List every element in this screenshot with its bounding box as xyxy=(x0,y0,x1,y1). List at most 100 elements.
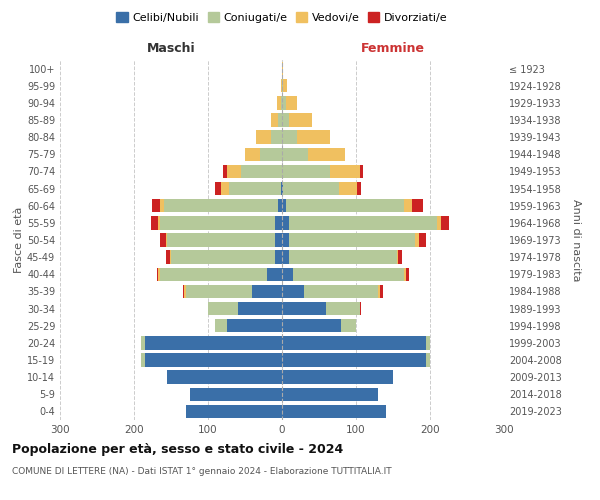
Bar xyxy=(282,216,289,230)
Bar xyxy=(152,199,160,212)
Bar xyxy=(281,96,282,110)
Text: COMUNE DI LETTERE (NA) - Dati ISTAT 1° gennaio 2024 - Elaborazione TUTTITALIA.IT: COMUNE DI LETTERE (NA) - Dati ISTAT 1° g… xyxy=(12,468,392,476)
Bar xyxy=(166,250,170,264)
Bar xyxy=(441,216,449,230)
Bar xyxy=(190,388,282,401)
Bar xyxy=(151,216,158,230)
Bar xyxy=(282,370,393,384)
Bar xyxy=(339,182,358,196)
Bar xyxy=(415,234,419,246)
Bar xyxy=(406,268,409,281)
Bar xyxy=(170,250,171,264)
Bar xyxy=(227,319,282,332)
Bar xyxy=(397,250,398,264)
Bar xyxy=(278,114,282,126)
Bar xyxy=(297,130,330,144)
Bar xyxy=(282,268,293,281)
Bar xyxy=(282,336,426,349)
Bar xyxy=(275,234,282,246)
Bar xyxy=(253,284,282,298)
Bar xyxy=(221,182,229,196)
Bar xyxy=(286,96,297,110)
Bar xyxy=(267,268,282,281)
Bar xyxy=(215,182,221,196)
Bar xyxy=(282,148,308,161)
Bar xyxy=(277,96,281,110)
Bar xyxy=(167,234,275,246)
Bar xyxy=(215,319,227,332)
Bar xyxy=(293,268,404,281)
Bar xyxy=(282,319,341,332)
Bar xyxy=(283,79,287,92)
Bar xyxy=(223,164,227,178)
Bar xyxy=(241,164,282,178)
Bar xyxy=(398,250,402,264)
Bar xyxy=(145,336,282,349)
Y-axis label: Fasce di età: Fasce di età xyxy=(14,207,24,273)
Bar xyxy=(186,404,282,418)
Bar xyxy=(330,164,360,178)
Bar xyxy=(358,182,361,196)
Bar xyxy=(160,268,267,281)
Bar xyxy=(281,182,282,196)
Bar xyxy=(289,114,311,126)
Bar xyxy=(360,164,364,178)
Bar xyxy=(275,216,282,230)
Bar xyxy=(260,148,282,161)
Bar xyxy=(158,216,160,230)
Bar xyxy=(184,284,186,298)
Bar xyxy=(183,284,184,298)
Bar xyxy=(378,284,380,298)
Bar xyxy=(278,199,282,212)
Bar xyxy=(404,268,406,281)
Bar xyxy=(271,130,282,144)
Bar xyxy=(238,302,282,316)
Bar xyxy=(282,302,326,316)
Bar xyxy=(227,164,241,178)
Bar xyxy=(142,336,145,349)
Bar xyxy=(282,114,289,126)
Bar xyxy=(289,250,397,264)
Bar xyxy=(160,199,164,212)
Bar xyxy=(142,354,145,366)
Bar xyxy=(281,79,282,92)
Bar xyxy=(282,164,330,178)
Bar xyxy=(186,284,253,298)
Bar xyxy=(286,199,404,212)
Bar xyxy=(380,284,383,298)
Bar xyxy=(229,182,281,196)
Bar xyxy=(256,130,271,144)
Bar xyxy=(171,250,275,264)
Bar xyxy=(282,199,286,212)
Bar xyxy=(158,268,160,281)
Bar xyxy=(160,216,275,230)
Text: Popolazione per età, sesso e stato civile - 2024: Popolazione per età, sesso e stato civil… xyxy=(12,442,343,456)
Bar xyxy=(282,62,283,76)
Bar xyxy=(326,302,360,316)
Bar xyxy=(282,96,286,110)
Bar xyxy=(426,354,430,366)
Bar xyxy=(289,234,415,246)
Bar xyxy=(304,284,378,298)
Bar xyxy=(282,284,304,298)
Bar xyxy=(282,388,378,401)
Legend: Celibi/Nubili, Coniugati/e, Vedovi/e, Divorziati/e: Celibi/Nubili, Coniugati/e, Vedovi/e, Di… xyxy=(112,8,452,28)
Text: Femmine: Femmine xyxy=(361,42,425,55)
Bar xyxy=(167,370,282,384)
Bar xyxy=(282,182,283,196)
Bar xyxy=(289,216,437,230)
Bar xyxy=(426,336,430,349)
Bar xyxy=(282,404,386,418)
Bar xyxy=(271,114,278,126)
Y-axis label: Anni di nascita: Anni di nascita xyxy=(571,198,581,281)
Bar xyxy=(341,319,356,332)
Bar xyxy=(404,199,412,212)
Bar xyxy=(282,130,297,144)
Bar xyxy=(157,268,158,281)
Bar xyxy=(145,354,282,366)
Bar xyxy=(282,234,289,246)
Bar xyxy=(208,302,238,316)
Bar xyxy=(282,250,289,264)
Bar xyxy=(166,234,167,246)
Text: Maschi: Maschi xyxy=(146,42,196,55)
